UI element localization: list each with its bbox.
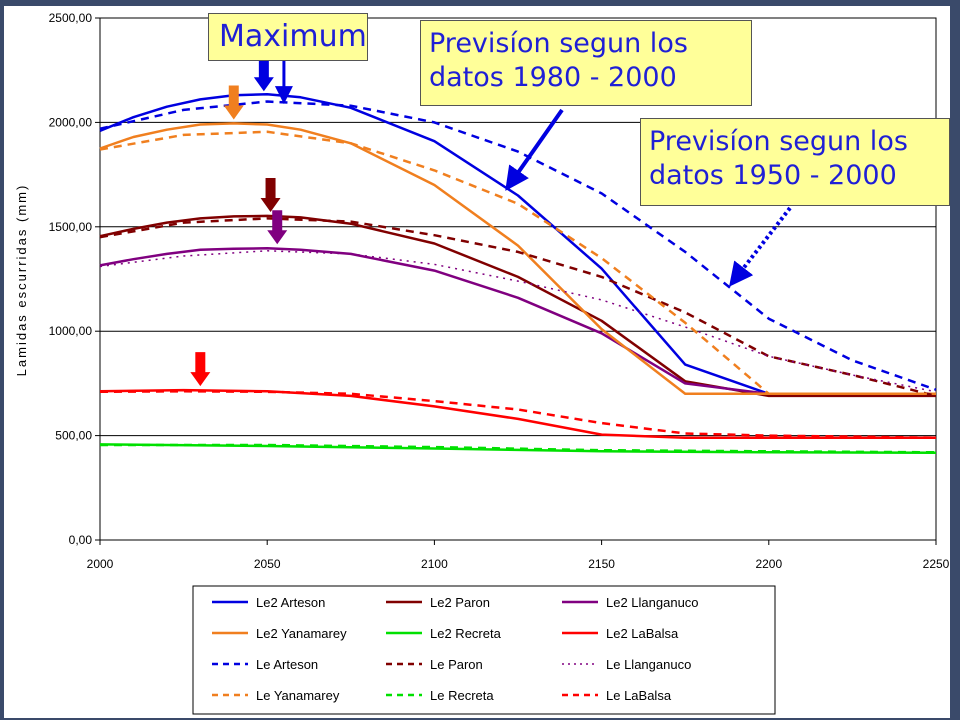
max-arrow-labalsa	[190, 352, 211, 387]
legend: Le2 Arteson Le2 Paron Le2 Llanganuco Le2 Ya…	[212, 595, 699, 703]
series-le-llanganuco	[99, 250, 937, 393]
series-le2-llanganuco	[99, 247, 936, 396]
forecast-1980-line2: datos 1980 - 2000	[429, 61, 677, 93]
series-le-paron	[99, 217, 937, 398]
maximum-callout-text: Maximum	[219, 19, 367, 54]
x-tick-label: 2250	[923, 557, 950, 571]
forecast-1980-callout: Previsíon segun los datos 1980 - 2000	[420, 20, 752, 106]
legend-label: Le2 LaBalsa	[606, 626, 679, 641]
legend-entry: Le Recreta	[386, 688, 494, 703]
legend-label: Le2 Recreta	[430, 626, 502, 641]
series-le-arteson	[99, 100, 937, 391]
series-lines	[99, 92, 937, 454]
series-le-yanamarey	[99, 130, 936, 396]
legend-entry: Le2 Llanganuco	[562, 595, 699, 610]
y-tick-label: 1500,00	[49, 220, 93, 234]
y-tick-label: 2500,00	[49, 11, 93, 25]
legend-label: Le Recreta	[430, 688, 494, 703]
x-axis-ticks: 2000 2050 2100 2150 2200 2250	[87, 540, 950, 571]
legend-label: Le2 Yanamarey	[256, 626, 347, 641]
legend-label: Le Yanamarey	[256, 688, 340, 703]
y-tick-label: 0,00	[69, 533, 93, 547]
max-arrow-llanganuco	[267, 210, 288, 245]
series-le2-recreta	[99, 443, 937, 454]
legend-entry: Le LaBalsa	[562, 688, 672, 703]
series-le2-arteson	[99, 92, 936, 396]
max-arrow-yanamarey	[223, 85, 244, 120]
x-tick-label: 2050	[254, 557, 281, 571]
legend-label: Le Arteson	[256, 657, 318, 672]
legend-label: Le2 Arteson	[256, 595, 325, 610]
legend-entry: Le Llanganuco	[562, 657, 691, 672]
series-le2-labalsa	[99, 388, 936, 439]
maximum-callout: Maximum	[208, 13, 368, 61]
y-tick-label: 500,00	[55, 429, 92, 443]
x-tick-label: 2200	[755, 557, 782, 571]
forecast-1980-line1: Previsíon segun los	[429, 28, 688, 59]
legend-entry: Le Arteson	[212, 657, 318, 672]
legend-entry: Le2 Arteson	[212, 595, 325, 610]
legend-entry: Le Yanamarey	[212, 688, 340, 703]
legend-entry: Le2 LaBalsa	[562, 626, 679, 641]
y-tick-label: 1000,00	[49, 324, 93, 338]
legend-entry: Le Paron	[386, 657, 483, 672]
legend-box	[192, 585, 776, 715]
forecast-1950-line2: datos 1950 - 2000	[649, 159, 897, 191]
legend-entry: Le2 Recreta	[386, 626, 502, 641]
callout-1950-pointer	[729, 206, 792, 287]
max-arrow-arteson	[253, 57, 274, 92]
maximum-arrows	[190, 48, 293, 387]
max-arrow-paron	[260, 177, 281, 212]
y-axis-label: Lamidas escurridas (mm)	[14, 184, 29, 377]
callout-1980-pointer	[505, 108, 564, 191]
legend-label: Le Paron	[430, 657, 483, 672]
legend-label: Le2 Llanganuco	[606, 595, 699, 610]
forecast-1950-line1: Previsíon segun los	[649, 126, 908, 157]
x-tick-label: 2150	[588, 557, 615, 571]
legend-entry: Le2 Yanamarey	[212, 626, 347, 641]
legend-label: Le LaBalsa	[606, 688, 672, 703]
y-axis-ticks: 0,00 500,00 1000,00 1500,00 2000,00 2500,00	[49, 11, 100, 547]
x-tick-label: 2100	[421, 557, 448, 571]
legend-label: Le Llanganuco	[606, 657, 691, 672]
legend-label: Le2 Paron	[430, 595, 490, 610]
y-tick-label: 2000,00	[49, 115, 93, 129]
legend-entry: Le2 Paron	[386, 595, 490, 610]
x-tick-label: 2000	[87, 557, 114, 571]
forecast-1950-callout: Previsíon segun los datos 1950 - 2000	[640, 118, 950, 206]
